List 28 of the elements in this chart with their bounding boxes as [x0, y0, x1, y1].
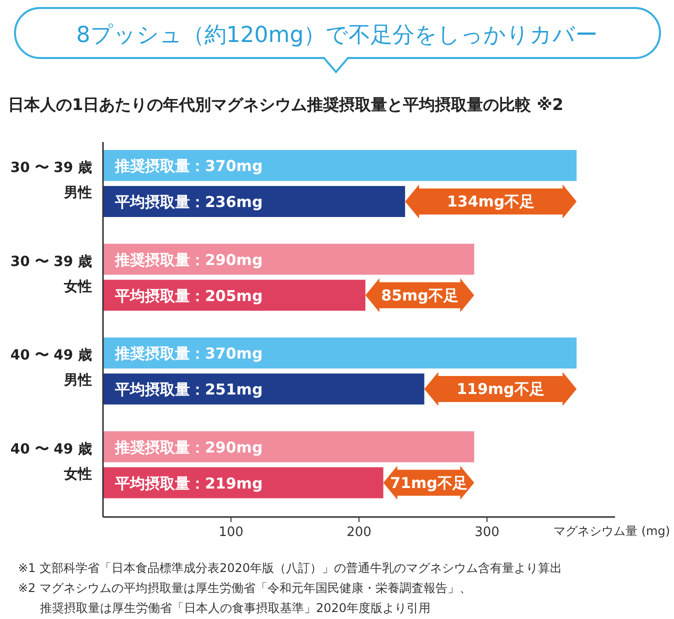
x-tick-label: 300 [474, 525, 500, 540]
annotation: 71mg不足 [390, 474, 468, 492]
x-axis-title: マグネシウム量 (mg) [554, 524, 670, 538]
text: ※1 文部科学省「日本食品標準成分表2020年版（八訂）」の普通牛乳のマグネシウム含有量より算出 [18, 561, 562, 575]
data-label: 平均摂取量：205mg [114, 286, 263, 305]
data-label: 推奨摂取量：370mg [114, 157, 263, 175]
bar [103, 244, 474, 275]
x-tick-label: 200 [346, 525, 372, 540]
data-label: 推奨摂取量：370mg [114, 344, 263, 362]
annotation: 134mg不足 [446, 192, 535, 210]
bar [103, 431, 474, 462]
text: ※2 マグネシウムの平均摂取量は厚生労働省「令和元年国民健康・栄養調査報告」、推奨摂取量は厚生労働省「日本人の食事摂取基準」2020年度版より引用 [18, 581, 472, 615]
data-label: 推奨摂取量：290mg [114, 250, 263, 269]
bar [103, 338, 577, 368]
x-tick-label: 100 [218, 525, 244, 540]
chart-subtitle: 日本人の1日あたりの年代別マグネシウム推奨摂取量と平均摂取量の比較 ※2 [8, 95, 564, 114]
data-label: 平均摂取量：219mg [114, 474, 263, 492]
annotation: 119mg不足 [456, 380, 544, 398]
data-label: 平均摂取量：251mg [114, 380, 263, 398]
data-label: 推奨摂取量：290mg [114, 438, 263, 456]
data-label: 平均摂取量：236mg [114, 193, 263, 211]
y-tick-label: 30 〜 39 歳男性 [10, 160, 92, 201]
y-tick-label: 40 〜 49 歳男性 [10, 348, 92, 388]
y-tick-label: 40 〜 49 歳女性 [10, 441, 92, 482]
y-tick-label: 30 〜 39 歳女性 [10, 254, 92, 295]
annotation: 85mg不足 [381, 286, 458, 304]
bar [103, 150, 577, 181]
chart-title: 8プッシュ（約120mg）で不足分をしっかりカバー [76, 23, 598, 48]
